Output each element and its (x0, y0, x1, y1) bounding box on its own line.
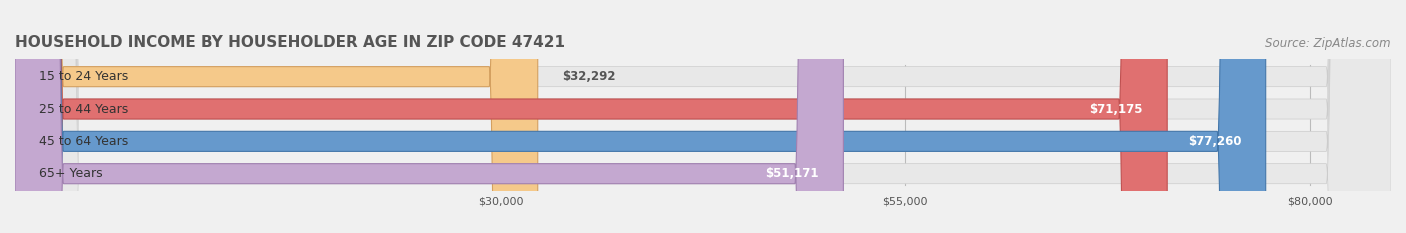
Text: Source: ZipAtlas.com: Source: ZipAtlas.com (1265, 37, 1391, 50)
FancyBboxPatch shape (15, 0, 1167, 233)
Text: HOUSEHOLD INCOME BY HOUSEHOLDER AGE IN ZIP CODE 47421: HOUSEHOLD INCOME BY HOUSEHOLDER AGE IN Z… (15, 34, 565, 50)
Text: $32,292: $32,292 (562, 70, 616, 83)
FancyBboxPatch shape (15, 0, 1391, 233)
FancyBboxPatch shape (15, 0, 1265, 233)
FancyBboxPatch shape (15, 0, 1391, 233)
Text: $71,175: $71,175 (1090, 103, 1143, 116)
FancyBboxPatch shape (15, 0, 844, 233)
FancyBboxPatch shape (15, 0, 1391, 233)
Text: 15 to 24 Years: 15 to 24 Years (39, 70, 128, 83)
FancyBboxPatch shape (15, 0, 537, 233)
Text: 65+ Years: 65+ Years (39, 167, 103, 180)
Text: $51,171: $51,171 (766, 167, 820, 180)
Text: 45 to 64 Years: 45 to 64 Years (39, 135, 128, 148)
FancyBboxPatch shape (15, 0, 1391, 233)
Text: 25 to 44 Years: 25 to 44 Years (39, 103, 128, 116)
Text: $77,260: $77,260 (1188, 135, 1241, 148)
